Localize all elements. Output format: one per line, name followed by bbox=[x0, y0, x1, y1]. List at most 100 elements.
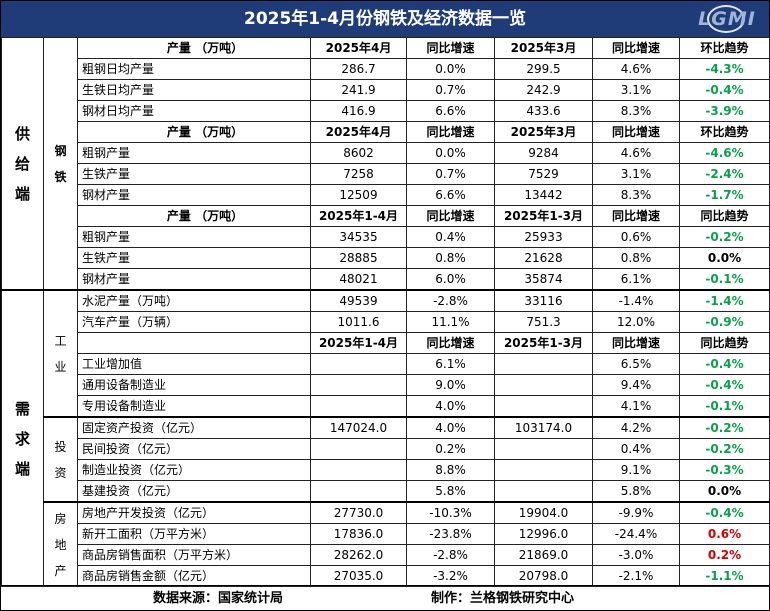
col-header-yoy-prev: 同比增速 bbox=[592, 37, 680, 59]
previous-value: 433.6 bbox=[494, 100, 593, 122]
table-row: 基建投资（亿元） 5.8% 5.8% 0.0% bbox=[2, 480, 770, 503]
row-label: 商品房销售面积（万平方米） bbox=[77, 544, 311, 566]
table-row: 制造业投资（亿元） 8.8% 9.1% -0.3% bbox=[2, 459, 770, 481]
table-header-row: 产量 （万吨） 2025年4月 同比增速 2025年3月 同比增速 环比趋势 bbox=[2, 121, 770, 143]
row-label: 生铁产量 bbox=[77, 247, 311, 269]
table-row: 粗钢产量 8602 0.0% 9284 4.6% -4.6% bbox=[2, 142, 770, 164]
row-label: 通用设备制造业 bbox=[77, 374, 311, 396]
current-yoy: 0.7% bbox=[406, 79, 495, 101]
trend-value: -2.4% bbox=[679, 163, 770, 185]
previous-value: 19904.0 bbox=[494, 501, 593, 524]
subsection-steel: 钢铁 bbox=[43, 37, 78, 291]
subsection-investment: 投资 bbox=[43, 416, 78, 503]
previous-yoy: -3.0% bbox=[592, 544, 680, 566]
col-header-previous: 2025年3月 bbox=[494, 37, 593, 59]
previous-value bbox=[494, 353, 593, 375]
logo-ring bbox=[707, 5, 745, 33]
col-header-item: 产量 （万吨） bbox=[77, 121, 311, 143]
previous-value: 299.5 bbox=[494, 58, 593, 80]
logo-text: LGMI bbox=[698, 8, 756, 30]
table-row: 粗钢日均产量 286.7 0.0% 299.5 4.6% -4.3% bbox=[2, 58, 770, 80]
row-label: 基建投资（亿元） bbox=[77, 480, 311, 503]
report-title-bar: 2025年1-4月份钢铁及经济数据一览 LGMI bbox=[1, 1, 769, 37]
section-demand: 需求端 bbox=[1, 289, 44, 587]
col-header-current: 2025年4月 bbox=[310, 37, 407, 59]
current-yoy: 0.0% bbox=[406, 58, 495, 80]
current-yoy: 4.0% bbox=[406, 416, 495, 439]
previous-yoy: 0.6% bbox=[592, 226, 680, 248]
previous-value bbox=[494, 374, 593, 396]
current-value: 416.9 bbox=[310, 100, 407, 122]
section-supply: 供给端 bbox=[1, 37, 44, 291]
row-label: 民间投资（亿元） bbox=[77, 438, 311, 460]
previous-value: 12996.0 bbox=[494, 523, 593, 545]
previous-value: 21628 bbox=[494, 247, 593, 269]
current-yoy: 6.0% bbox=[406, 268, 495, 291]
col-header-previous: 2025年3月 bbox=[494, 121, 593, 143]
previous-value bbox=[494, 459, 593, 481]
table-row: 商品房销售面积（万平方米） 28262.0 -2.8% 21869.0 -3.0% 0.2… bbox=[2, 544, 770, 566]
col-header-yoy-prev: 同比增速 bbox=[592, 121, 680, 143]
col-header-yoy: 同比增速 bbox=[406, 121, 495, 143]
current-value: 241.9 bbox=[310, 79, 407, 101]
previous-yoy: 9.4% bbox=[592, 374, 680, 396]
trend-value: 0.0% bbox=[679, 247, 770, 269]
trend-value: -0.1% bbox=[679, 395, 770, 418]
previous-value bbox=[494, 395, 593, 418]
current-value: 1011.6 bbox=[310, 311, 407, 333]
table-row: 新开工面积（万平方米） 17836.0 -23.8% 12996.0 -24.4% 0.6… bbox=[2, 523, 770, 545]
previous-value: 9284 bbox=[494, 142, 593, 164]
trend-value: -0.4% bbox=[679, 501, 770, 524]
current-value: 27035.0 bbox=[310, 565, 407, 587]
current-yoy: 6.6% bbox=[406, 100, 495, 122]
current-value: 48021 bbox=[310, 268, 407, 291]
col-header-trend: 环比趋势 bbox=[679, 121, 770, 143]
table-row: 需求端工业水泥产量（万吨） 49539 -2.8% 33116 -1.4% -1.4% bbox=[1, 289, 770, 587]
table-row: 钢材产量 48021 6.0% 35874 6.1% -0.1% bbox=[2, 268, 770, 291]
previous-yoy: 4.6% bbox=[592, 142, 680, 164]
current-yoy: -2.8% bbox=[406, 544, 495, 566]
table-row: 生铁日均产量 241.9 0.7% 242.9 3.1% -0.4% bbox=[2, 79, 770, 101]
current-yoy: 8.8% bbox=[406, 459, 495, 481]
row-label: 粗钢产量 bbox=[77, 142, 311, 164]
row-label: 固定资产投资（亿元） bbox=[77, 416, 311, 439]
previous-yoy: 0.4% bbox=[592, 438, 680, 460]
trend-value: -0.4% bbox=[679, 353, 770, 375]
table-row: 钢材产量 12509 6.6% 13442 8.3% -1.7% bbox=[2, 184, 770, 206]
current-value bbox=[310, 438, 407, 460]
col-header-trend: 同比趋势 bbox=[679, 332, 770, 354]
row-label: 制造业投资（亿元） bbox=[77, 459, 311, 481]
previous-yoy: 3.1% bbox=[592, 163, 680, 185]
previous-value: 20798.0 bbox=[494, 565, 593, 587]
table-row: 汽车产量（万辆） 1011.6 11.1% 751.3 12.0% -0.9% bbox=[2, 311, 770, 333]
current-value: 49539 bbox=[310, 289, 407, 312]
current-yoy: 9.0% bbox=[406, 374, 495, 396]
current-value: 12509 bbox=[310, 184, 407, 206]
trend-value: -0.1% bbox=[679, 268, 770, 291]
current-value bbox=[310, 374, 407, 396]
previous-value: 35874 bbox=[494, 268, 593, 291]
row-label: 钢材日均产量 bbox=[77, 100, 311, 122]
table-row: 专用设备制造业 4.0% 4.1% -0.1% bbox=[2, 395, 770, 418]
trend-value: -0.2% bbox=[679, 226, 770, 248]
col-header-trend: 环比趋势 bbox=[679, 37, 770, 59]
table-row: 生铁产量 28885 0.8% 21628 0.8% 0.0% bbox=[2, 247, 770, 269]
report-title: 2025年1-4月份钢铁及经济数据一览 bbox=[243, 9, 527, 29]
trend-value: -4.3% bbox=[679, 58, 770, 80]
row-label: 粗钢日均产量 bbox=[77, 58, 311, 80]
row-label: 钢材产量 bbox=[77, 268, 311, 291]
current-value bbox=[310, 459, 407, 481]
current-value: 28885 bbox=[310, 247, 407, 269]
previous-yoy: 3.1% bbox=[592, 79, 680, 101]
col-header-yoy: 同比增速 bbox=[406, 205, 495, 227]
current-value: 34535 bbox=[310, 226, 407, 248]
col-header-yoy: 同比增速 bbox=[406, 332, 495, 354]
previous-value bbox=[494, 480, 593, 503]
table-header-row: 产量 （万吨） 2025年1-4月 同比增速 2025年1-3月 同比增速 同比趋势 bbox=[2, 205, 770, 227]
trend-value: -1.4% bbox=[679, 289, 770, 312]
table-row: 商品房销售金额（亿元） 27035.0 -3.2% 20798.0 -2.1% -1.1% bbox=[2, 565, 770, 587]
table-row: 房地产房地产开发投资（亿元） 27730.0 -10.3% 19904.0 -9.9% -… bbox=[2, 501, 770, 587]
col-header-current: 2025年1-4月 bbox=[310, 332, 407, 354]
trend-value: 0.2% bbox=[679, 544, 770, 566]
col-header-previous: 2025年1-3月 bbox=[494, 205, 593, 227]
